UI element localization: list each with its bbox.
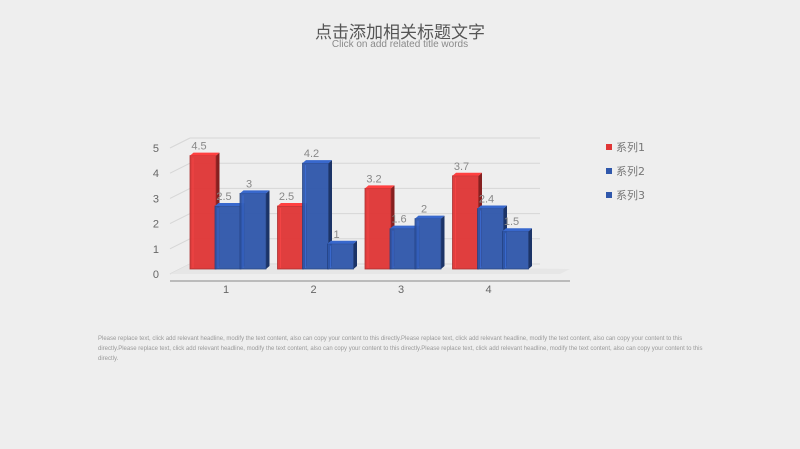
data-label: 4.2 [304,148,319,160]
x-tick-label: 2 [310,284,316,296]
data-label: 2.5 [279,191,294,203]
bar [414,218,442,270]
bar [452,175,479,270]
legend-swatch [606,168,612,174]
bar-top [190,152,220,156]
legend-swatch [606,192,612,198]
data-label: 2 [421,204,427,216]
gridline-side [169,137,191,149]
gridline-side [169,213,191,225]
bar [239,192,267,270]
legend-swatch [606,144,612,150]
bar-side [441,215,445,269]
bar-top [452,172,482,176]
y-tick-label: 3 [153,193,159,205]
bar [364,187,392,270]
bar [389,228,417,270]
y-tick-label: 0 [153,269,159,281]
data-label: 1.5 [504,216,519,228]
bar-top [390,225,420,229]
legend-label: 系列1 [616,140,645,154]
bar-side [266,190,270,269]
gridline-side [169,238,191,250]
y-tick-label: 1 [153,244,159,256]
bar-top [327,240,357,244]
bar [302,162,329,270]
bar-top [477,205,507,209]
legend-label: 系列3 [616,188,645,202]
legend-label: 系列2 [616,164,645,178]
bar-top [415,215,445,219]
slide-subtitle: Click on add related title words [331,39,469,50]
data-label: 3.7 [454,161,469,173]
x-tick-label: 1 [223,284,229,296]
y-tick-label: 5 [153,143,159,155]
data-label: 4.5 [191,141,206,153]
data-label: 2.5 [216,191,231,203]
data-label: 3 [246,178,252,190]
bar-top [502,228,532,232]
data-label: 1.6 [391,214,406,226]
bar [477,208,504,270]
x-tick-label: 3 [398,284,404,296]
slide-title: 点击添加相关标题文字 [315,23,485,43]
bar [277,205,304,270]
data-label: 3.2 [366,173,381,185]
bar-top [240,190,270,194]
bar [327,243,354,270]
gridline-side [169,187,191,199]
data-label: 2.4 [479,194,494,206]
bar [502,230,529,270]
gridline-side [169,162,191,174]
bar [189,155,217,270]
bar-top [302,160,332,164]
data-label: 1 [333,229,339,241]
bar-top [365,185,395,189]
bar-top [277,203,307,206]
bar-side [528,228,532,269]
x-tick-label: 4 [485,284,491,296]
y-tick-label: 4 [153,168,159,180]
bar-top [215,203,245,206]
body-text: Please replace text, click add relevant … [98,336,703,362]
y-tick-label: 2 [153,219,159,231]
bar-side [353,240,357,269]
bar [214,205,242,270]
